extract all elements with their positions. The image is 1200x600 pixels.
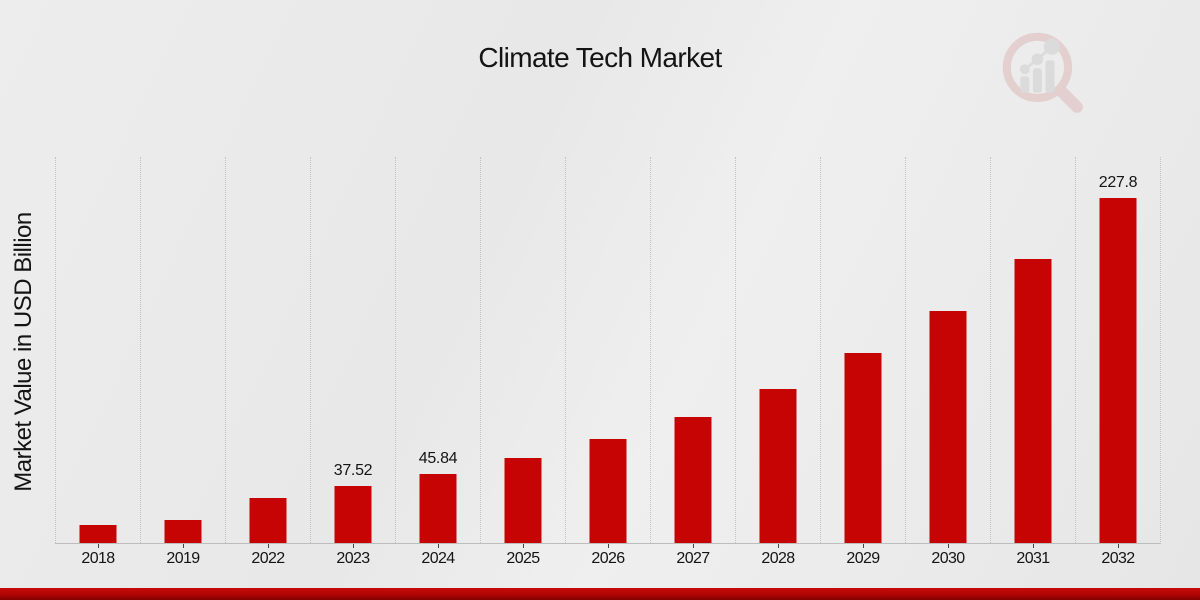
bar-value-label-2023: 37.52 (333, 462, 373, 480)
x-axis-tick-2018 (98, 544, 99, 548)
x-axis-tick-2026 (608, 544, 609, 548)
x-axis-label-2022: 2022 (251, 550, 285, 567)
y-axis-label: Market Value in USD Billion (10, 212, 37, 492)
bar-2029 (844, 353, 882, 543)
bar-slot-2024: 45.84 2024 (395, 157, 480, 567)
x-axis-tick-2032 (1118, 544, 1119, 548)
bar-2031 (1014, 258, 1052, 543)
bar-2028 (759, 388, 797, 543)
x-axis-label-2027: 2027 (676, 550, 710, 567)
bar-2032 (1099, 198, 1137, 543)
x-axis-tick-2030 (948, 544, 949, 548)
bar-slot-2032: 227.8 2032 (1075, 157, 1160, 567)
bar-slot-2022: 2022 (225, 157, 310, 567)
x-axis-tick-2025 (523, 544, 524, 548)
magnifier-bar-chart-logo-icon (1002, 32, 1083, 113)
x-axis-label-2032: 2032 (1101, 550, 1135, 567)
x-axis-tick-2031 (1033, 544, 1034, 548)
x-axis-label-2030: 2030 (931, 550, 965, 567)
x-axis-label-2031: 2031 (1016, 550, 1050, 567)
x-axis-tick-2027 (693, 544, 694, 548)
x-axis-label-2023: 2023 (336, 550, 370, 567)
chart-title: Climate Tech Market (478, 42, 722, 73)
bar-slot-2030: 2030 (905, 157, 990, 567)
bar-slot-2027: 2027 (650, 157, 735, 567)
bar-slot-2028: 2028 (735, 157, 820, 567)
x-axis-label-2018: 2018 (81, 550, 115, 567)
bar-slot-2026: 2026 (565, 157, 650, 567)
bar-2030 (929, 310, 967, 543)
x-axis-tick-2019 (183, 544, 184, 548)
x-axis-label-2026: 2026 (591, 550, 625, 567)
bar-2025 (504, 458, 542, 543)
bar-slot-2029: 2029 (820, 157, 905, 567)
x-axis-tick-2022 (268, 544, 269, 548)
bar-slot-2023: 37.52 2023 (310, 157, 395, 567)
x-axis-label-2024: 2024 (421, 550, 455, 567)
bar-slot-2018: 2018 (55, 157, 140, 567)
x-axis-tick-2024 (438, 544, 439, 548)
bar-slot-2025: 2025 (480, 157, 565, 567)
bar-2027 (674, 416, 712, 543)
bar-slot-2031: 2031 (990, 157, 1075, 567)
bar-2019 (164, 519, 202, 543)
footer-stripe (0, 588, 1200, 600)
x-axis-label-2019: 2019 (166, 550, 200, 567)
plot-area: 2018 2019 2022 37.52 2023 45.84 2024 2025 2026 20… (55, 157, 1161, 567)
bar-value-label-2032: 227.8 (1098, 174, 1138, 192)
bar-2026 (589, 439, 627, 543)
x-axis-label-2028: 2028 (761, 550, 795, 567)
x-axis-label-2029: 2029 (846, 550, 880, 567)
bar-2018 (79, 525, 117, 543)
bar-2022 (249, 498, 287, 543)
x-axis-tick-2028 (778, 544, 779, 548)
bar-2024 (419, 473, 457, 543)
x-axis-label-2025: 2025 (506, 550, 540, 567)
x-axis-tick-2029 (863, 544, 864, 548)
bar-value-label-2024: 45.84 (418, 449, 458, 467)
x-axis-tick-2023 (353, 544, 354, 548)
bar-2023 (334, 486, 372, 543)
bar-slot-2019: 2019 (140, 157, 225, 567)
